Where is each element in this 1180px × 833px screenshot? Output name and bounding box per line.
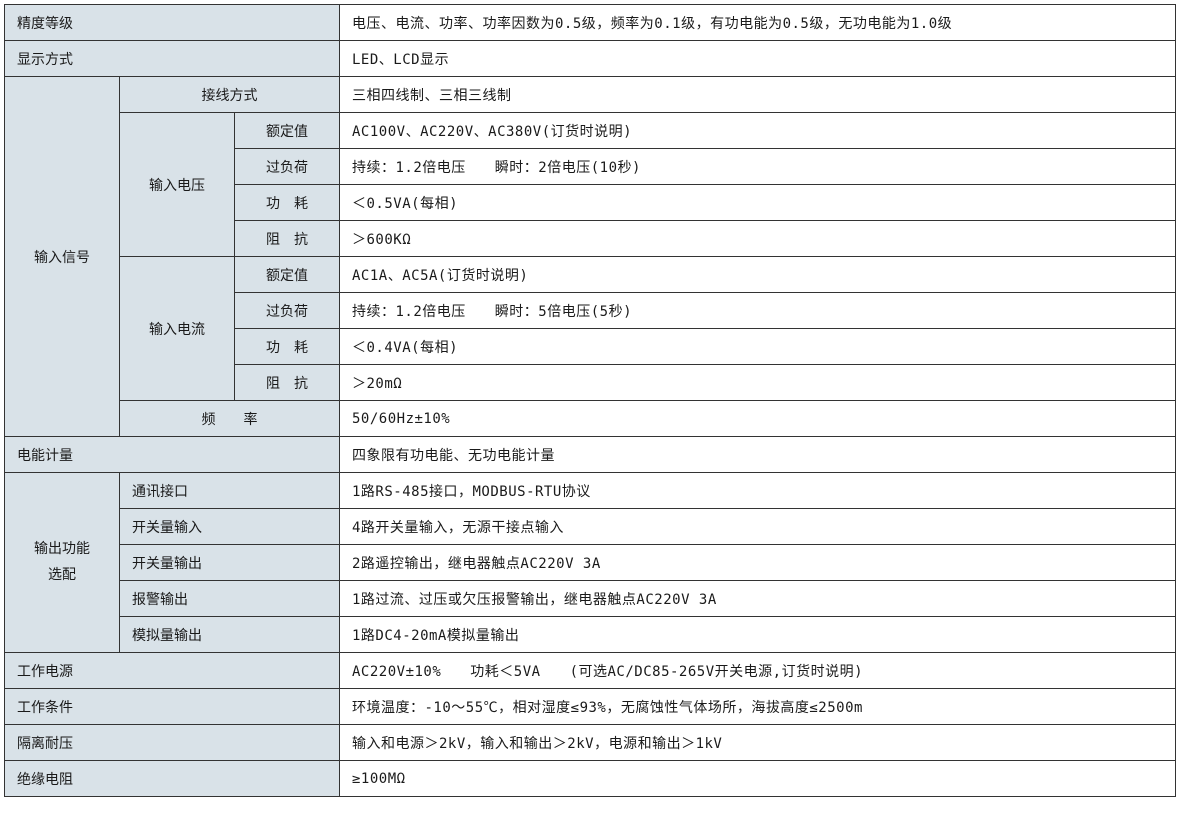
value-power-supply: AC220V±10% 功耗＜5VA (可选AC/DC85-265V开关电源,订货… <box>340 653 1176 689</box>
row-insulation: 绝缘电阻 ≥100MΩ <box>5 761 1176 797</box>
value-c-imped: ＞20mΩ <box>340 365 1176 401</box>
value-v-imped: ＞600KΩ <box>340 221 1176 257</box>
value-accuracy: 电压、电流、功率、功率因数为0.5级，频率为0.1级，有功电能为0.5级，无功电… <box>340 5 1176 41</box>
label-isolation: 隔离耐压 <box>5 725 340 761</box>
value-c-overload: 持续：1.2倍电压 瞬时：5倍电压(5秒) <box>340 293 1176 329</box>
row-energy: 电能计量 四象限有功电能、无功电能计量 <box>5 437 1176 473</box>
label-v-overload: 过负荷 <box>235 149 340 185</box>
label-energy: 电能计量 <box>5 437 340 473</box>
label-alarm: 报警输出 <box>120 581 340 617</box>
value-freq: 50/60Hz±10% <box>340 401 1176 437</box>
label-c-imped: 阻 抗 <box>235 365 340 401</box>
row-do: 开关量输出 2路遥控输出，继电器触点AC220V 3A <box>5 545 1176 581</box>
label-output: 输出功能选配 <box>5 473 120 653</box>
value-conditions: 环境温度：-10～55℃，相对湿度≤93%，无腐蚀性气体场所，海拔高度≤2500… <box>340 689 1176 725</box>
label-display: 显示方式 <box>5 41 340 77</box>
row-isolation: 隔离耐压 输入和电源＞2kV，输入和输出＞2kV，电源和输出＞1kV <box>5 725 1176 761</box>
label-v-rated: 额定值 <box>235 113 340 149</box>
label-c-overload: 过负荷 <box>235 293 340 329</box>
row-freq: 频 率 50/60Hz±10% <box>5 401 1176 437</box>
value-v-overload: 持续：1.2倍电压 瞬时：2倍电压(10秒) <box>340 149 1176 185</box>
label-di: 开关量输入 <box>120 509 340 545</box>
value-v-rated: AC100V、AC220V、AC380V(订货时说明) <box>340 113 1176 149</box>
label-do: 开关量输出 <box>120 545 340 581</box>
label-current: 输入电流 <box>120 257 235 401</box>
value-v-power: ＜0.5VA(每相) <box>340 185 1176 221</box>
label-conditions: 工作条件 <box>5 689 340 725</box>
spec-table: 精度等级 电压、电流、功率、功率因数为0.5级，频率为0.1级，有功电能为0.5… <box>4 4 1176 797</box>
label-ao: 模拟量输出 <box>120 617 340 653</box>
row-ao: 模拟量输出 1路DC4-20mA模拟量输出 <box>5 617 1176 653</box>
value-c-power: ＜0.4VA(每相) <box>340 329 1176 365</box>
label-accuracy: 精度等级 <box>5 5 340 41</box>
row-current-rated: 输入电流 额定值 AC1A、AC5A(订货时说明) <box>5 257 1176 293</box>
value-insulation: ≥100MΩ <box>340 761 1176 797</box>
value-c-rated: AC1A、AC5A(订货时说明) <box>340 257 1176 293</box>
row-wiring: 输入信号 接线方式 三相四线制、三相三线制 <box>5 77 1176 113</box>
row-display: 显示方式 LED、LCD显示 <box>5 41 1176 77</box>
label-wiring: 接线方式 <box>120 77 340 113</box>
row-alarm: 报警输出 1路过流、过压或欠压报警输出，继电器触点AC220V 3A <box>5 581 1176 617</box>
label-c-power: 功 耗 <box>235 329 340 365</box>
row-power-supply: 工作电源 AC220V±10% 功耗＜5VA (可选AC/DC85-265V开关… <box>5 653 1176 689</box>
value-isolation: 输入和电源＞2kV，输入和输出＞2kV，电源和输出＞1kV <box>340 725 1176 761</box>
row-conditions: 工作条件 环境温度：-10～55℃，相对湿度≤93%，无腐蚀性气体场所，海拔高度… <box>5 689 1176 725</box>
value-do: 2路遥控输出，继电器触点AC220V 3A <box>340 545 1176 581</box>
value-comm: 1路RS-485接口，MODBUS-RTU协议 <box>340 473 1176 509</box>
value-energy: 四象限有功电能、无功电能计量 <box>340 437 1176 473</box>
row-voltage-rated: 输入电压 额定值 AC100V、AC220V、AC380V(订货时说明) <box>5 113 1176 149</box>
label-c-rated: 额定值 <box>235 257 340 293</box>
label-insulation: 绝缘电阻 <box>5 761 340 797</box>
row-di: 开关量输入 4路开关量输入，无源干接点输入 <box>5 509 1176 545</box>
label-input-signal: 输入信号 <box>5 77 120 437</box>
label-power-supply: 工作电源 <box>5 653 340 689</box>
value-ao: 1路DC4-20mA模拟量输出 <box>340 617 1176 653</box>
label-voltage: 输入电压 <box>120 113 235 257</box>
value-di: 4路开关量输入，无源干接点输入 <box>340 509 1176 545</box>
label-v-power: 功 耗 <box>235 185 340 221</box>
value-display: LED、LCD显示 <box>340 41 1176 77</box>
value-alarm: 1路过流、过压或欠压报警输出，继电器触点AC220V 3A <box>340 581 1176 617</box>
row-comm: 输出功能选配 通讯接口 1路RS-485接口，MODBUS-RTU协议 <box>5 473 1176 509</box>
value-wiring: 三相四线制、三相三线制 <box>340 77 1176 113</box>
label-comm: 通讯接口 <box>120 473 340 509</box>
label-freq: 频 率 <box>120 401 340 437</box>
label-v-imped: 阻 抗 <box>235 221 340 257</box>
row-accuracy: 精度等级 电压、电流、功率、功率因数为0.5级，频率为0.1级，有功电能为0.5… <box>5 5 1176 41</box>
